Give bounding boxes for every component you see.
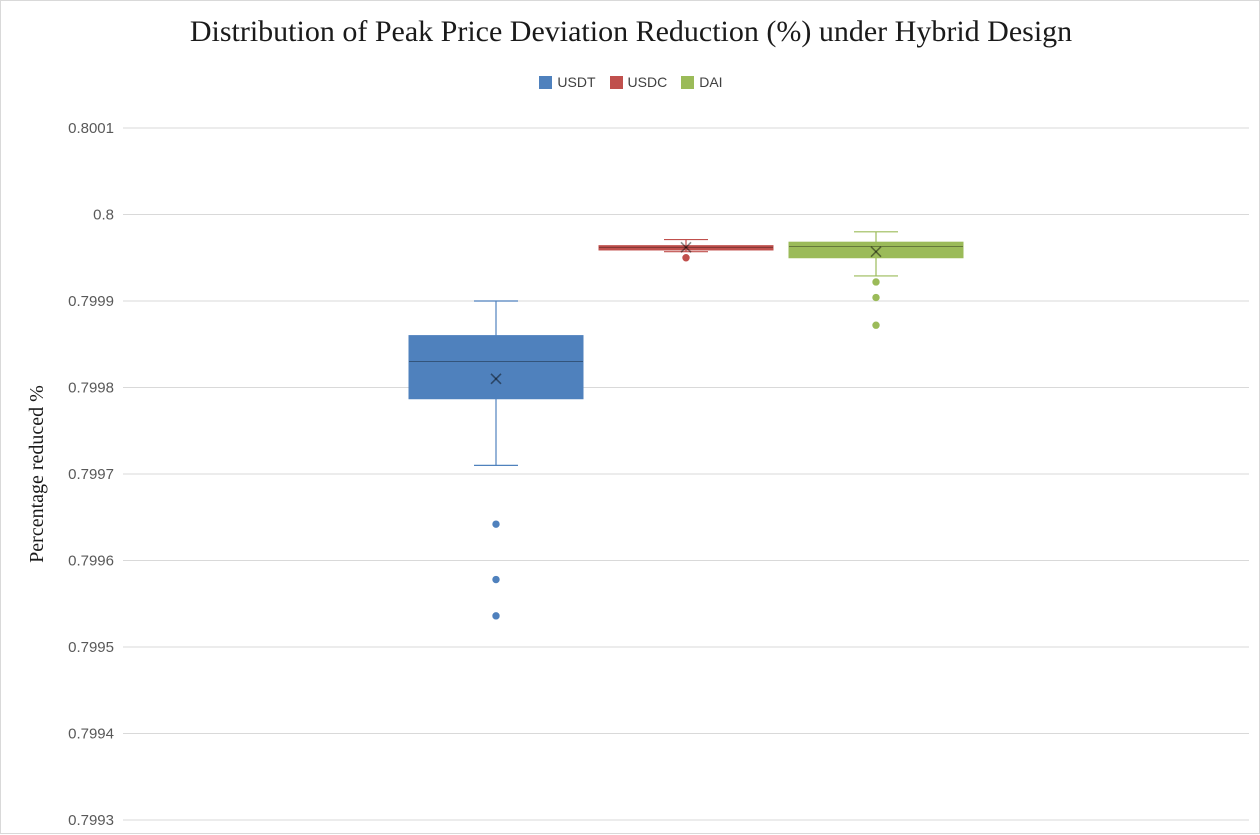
legend-item-usdt: USDT — [539, 74, 596, 90]
outlier-usdt-0 — [492, 520, 500, 528]
mean-marker-a-usdt — [490, 373, 502, 385]
y-tick-label-4: 0.7997 — [68, 466, 114, 483]
legend-swatch-usdt — [539, 75, 553, 89]
legend-label-dai: DAI — [699, 74, 723, 90]
mean-marker-b-dai — [870, 246, 882, 258]
mean-marker-b-usdt — [490, 373, 502, 385]
legend-item-usdc: USDC — [609, 74, 668, 90]
legend-label-usdc: USDC — [627, 74, 668, 90]
mean-marker-a-usdc — [680, 241, 692, 253]
outlier-usdt-1 — [492, 575, 500, 584]
y-tick-label-1: 0.7994 — [68, 726, 114, 743]
legend-item-dai: DAI — [681, 74, 723, 90]
box-usdt — [408, 335, 584, 400]
legend-swatch-usdc — [609, 75, 623, 89]
outlier-dai-2 — [872, 321, 880, 329]
y-axis-label: Percentage reduced % — [26, 385, 48, 563]
legend-label-usdt: USDT — [557, 74, 596, 90]
chart-legend: USDT USDC DAI — [1, 74, 1260, 90]
y-tick-label-5: 0.7998 — [68, 380, 114, 397]
y-tick-label-7: 0.8 — [93, 207, 114, 224]
chart-title: Distribution of Peak Price Deviation Red… — [189, 15, 1073, 48]
outlier-usdt-2 — [492, 612, 500, 620]
outlier-dai-0 — [872, 278, 880, 286]
outlier-dai-1 — [872, 293, 880, 302]
mean-marker-b-usdc — [680, 241, 692, 253]
outlier-usdc-0 — [682, 254, 690, 262]
box-dai — [788, 241, 964, 259]
mean-marker-a-dai — [870, 246, 882, 258]
y-tick-label-2: 0.7995 — [68, 639, 114, 656]
legend-swatch-dai — [681, 75, 695, 89]
y-tick-label-6: 0.7999 — [68, 293, 114, 310]
box-usdc — [598, 245, 774, 251]
y-tick-label-3: 0.7996 — [68, 553, 114, 570]
y-tick-label-8: 0.8001 — [68, 120, 114, 137]
y-tick-label-0: 0.7993 — [68, 812, 114, 829]
